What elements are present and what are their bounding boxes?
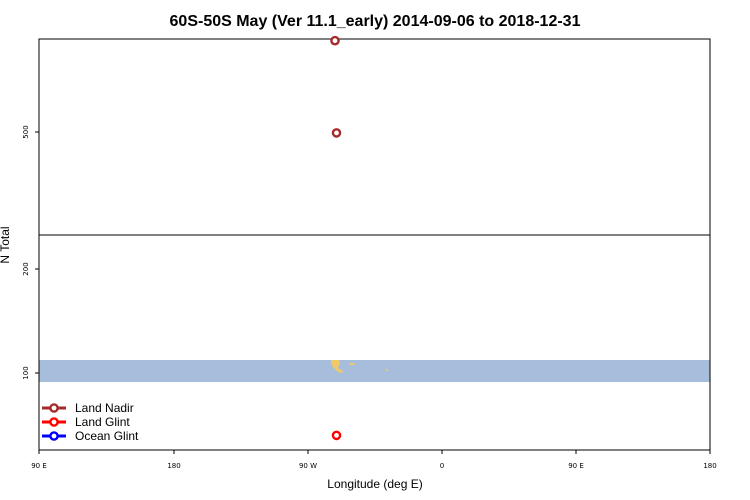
x-tick-label: 180	[703, 462, 716, 470]
y-axis-label: N Total	[0, 226, 12, 263]
legend-label: Land Nadir	[75, 401, 134, 415]
y-tick-label: 200	[22, 262, 30, 275]
legend-item-ocean-glint: Ocean Glint	[42, 429, 139, 443]
legend-item-land-nadir: Land Nadir	[42, 401, 134, 415]
y-tick-label: 100	[22, 366, 30, 379]
x-tick-label: 90 W	[299, 462, 317, 470]
legend-swatch-marker	[49, 431, 59, 441]
x-tick-label: 0	[440, 462, 444, 470]
x-axis-label: Longitude (deg E)	[327, 477, 422, 491]
chart-title: 60S-50S May (Ver 11.1_early) 2014-09-06 …	[170, 13, 581, 30]
legend-swatch-marker	[49, 417, 59, 427]
y-tick-label: 500	[22, 125, 30, 138]
plot-frame	[38, 38, 711, 451]
map-band	[39, 360, 710, 382]
x-tick-label: 90 E	[568, 462, 584, 470]
data-points	[330, 35, 342, 441]
legend-label: Land Glint	[75, 415, 130, 429]
data-point	[331, 430, 342, 441]
data-point	[330, 35, 340, 46]
south-america-land	[331, 360, 388, 373]
data-point	[331, 128, 342, 138]
x-tick-label: 180	[167, 462, 180, 470]
legend-label: Ocean Glint	[75, 429, 139, 443]
y-axis: 500 200 100	[22, 125, 39, 380]
x-axis: 90 E 180 90 W 0 90 E 180	[31, 450, 717, 470]
legend-swatch-marker	[49, 403, 59, 413]
x-tick-label: 90 E	[31, 462, 47, 470]
legend: Land Nadir Land Glint Ocean Glint	[42, 401, 139, 443]
legend-item-land-glint: Land Glint	[42, 415, 130, 429]
